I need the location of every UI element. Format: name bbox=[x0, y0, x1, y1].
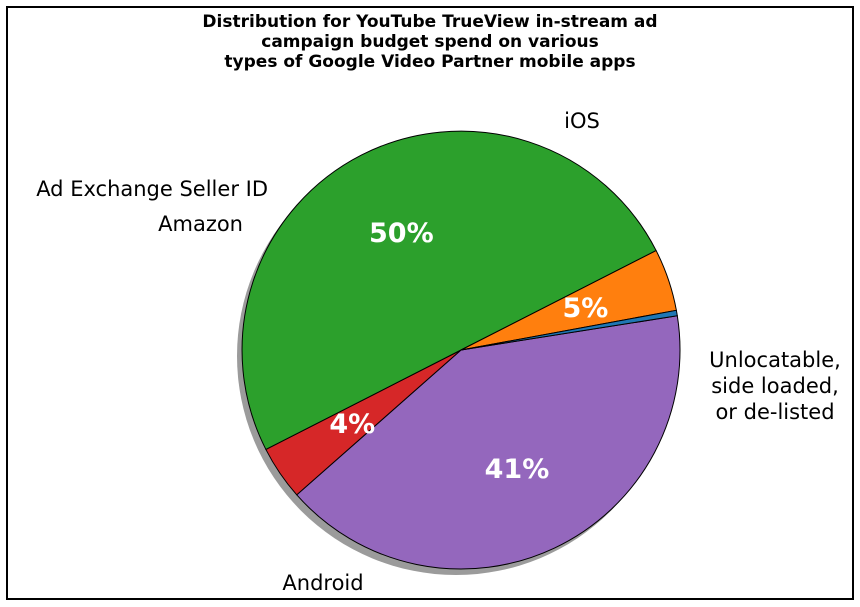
slice-label-unlocatable: Unlocatable, side loaded, or de-listed bbox=[709, 348, 841, 424]
slice-label-ios: iOS bbox=[564, 109, 600, 133]
slice-label-amazon: Amazon bbox=[158, 212, 243, 236]
slice-label-android: Android bbox=[282, 571, 363, 595]
pct-label-ios: 41% bbox=[485, 454, 550, 485]
chart-title: Distribution for YouTube TrueView in-str… bbox=[202, 12, 658, 72]
pct-label-android: 50% bbox=[369, 218, 434, 249]
pct-label-amazon: 5% bbox=[563, 293, 609, 324]
pie-slice-android bbox=[241, 130, 657, 451]
pct-label-unlocatable: 4% bbox=[329, 409, 375, 440]
slice-label-ad-exchange-seller-id: Ad Exchange Seller ID bbox=[36, 177, 268, 201]
pie-slice-ios bbox=[296, 315, 681, 570]
pie-slice-ad-exchange-seller-id bbox=[460, 309, 678, 351]
